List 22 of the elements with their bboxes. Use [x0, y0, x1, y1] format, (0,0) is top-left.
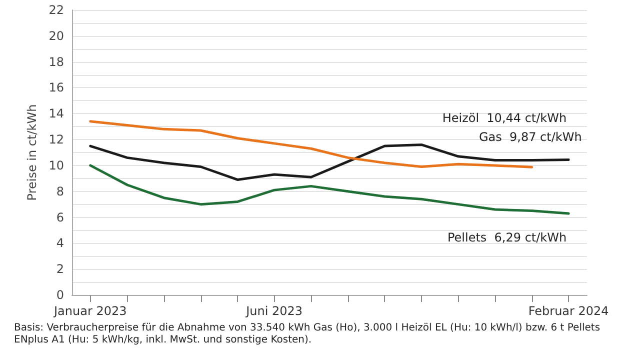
y-tick-label: 6 — [56, 210, 64, 224]
x-tick-label: Juni 2023 — [245, 304, 303, 318]
y-tick-label: 10 — [48, 158, 64, 172]
y-tick-label: 8 — [56, 184, 64, 198]
y-tick-label: 12 — [48, 132, 64, 147]
text: Heizöl 10,44 ct/kWh — [442, 110, 567, 125]
line-series — [89, 164, 570, 215]
y-tick-label: 20 — [48, 28, 64, 43]
y-tick-label: 2 — [56, 262, 64, 276]
line-series — [89, 143, 570, 181]
y-tick-label: 22 — [48, 3, 64, 17]
y-tick-label: 0 — [56, 288, 64, 302]
y-tick-label: 14 — [48, 106, 64, 121]
text: Gas 9,87 ct/kWh — [478, 130, 582, 144]
y-tick-label: 16 — [48, 80, 64, 95]
x-tick-label: Februar 2024 — [528, 304, 609, 318]
y-axis-title: Preise in ct/kWh — [24, 104, 39, 201]
x-tick-label: Januar 2023 — [53, 304, 127, 318]
text: Pellets 6,29 ct/kWh — [447, 230, 567, 245]
y-tick-label: 4 — [56, 236, 64, 250]
y-tick-label: 18 — [48, 54, 64, 69]
text: Basis: Verbraucherpreise für die Abnahme von 33.540 kWh Gas (Ho), 3.000 l Heizöl EL (Hu: 10 kWh/l) bzw. 6 t Pellets ENplus A1 (Hu: 5 kWh/kg, inkl. MwSt. und sonstige Kosten). — [14, 322, 604, 346]
